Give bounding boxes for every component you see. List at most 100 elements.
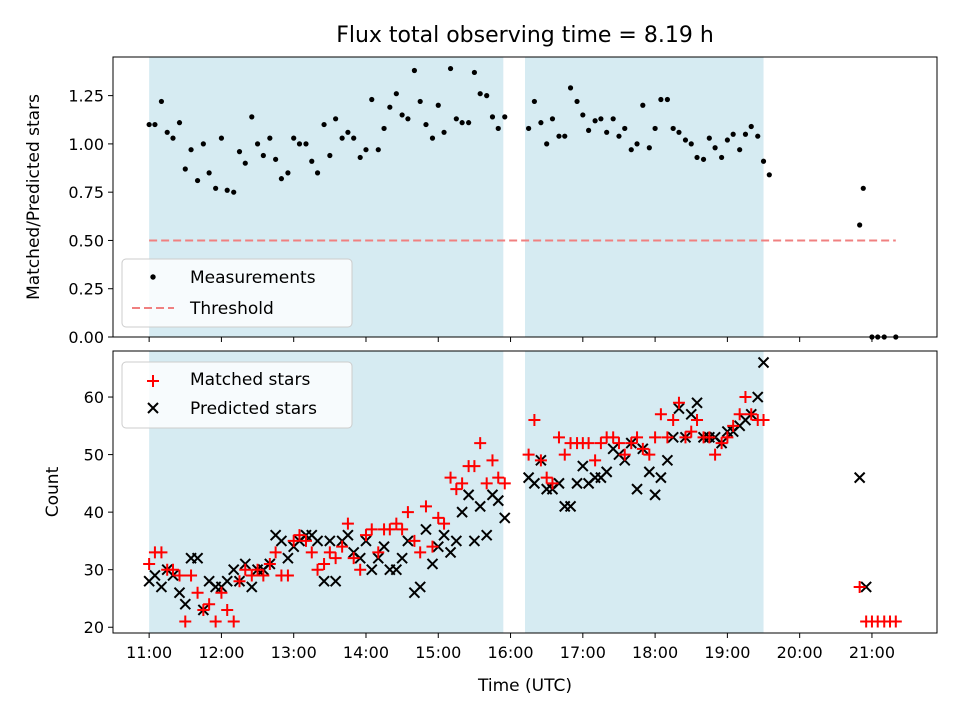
bottom-x-ticks: 11:00 12:00 13:00 14:00 15:00 16:00 17:00 18:00… (126, 633, 895, 662)
matched-star-point (257, 569, 270, 582)
predicted-star-point (450, 535, 463, 547)
measurement-point (670, 125, 676, 132)
predicted-star-point (414, 581, 426, 593)
measurement-point (640, 102, 646, 108)
predicted-star-point (275, 535, 288, 547)
measurement-point (580, 112, 586, 118)
measurement-point (369, 96, 375, 103)
x-tick-label: 12:00 (198, 643, 244, 662)
matched-star-point (438, 517, 451, 530)
measurement-point (309, 158, 315, 164)
matched-star-point (685, 425, 698, 438)
measurement-point (417, 98, 423, 105)
top-plot-frame (112, 56, 938, 338)
measurement-point (242, 160, 248, 166)
matched-star-point (390, 517, 403, 530)
predicted-star-point (149, 569, 161, 582)
bottom-panel: 20 30 40 50 60 11:00 12:00 13:00 14:00 15:00 16:0… (43, 350, 938, 696)
matched-star-point (589, 454, 602, 467)
predicted-star-point (396, 552, 408, 564)
x-tick-label: 13:00 (271, 643, 317, 662)
legend-predicted-label: Predicted stars (190, 399, 317, 419)
matched-star-point (372, 546, 385, 559)
measurement-point (303, 141, 309, 147)
top-y-tick-label: 0.25 (68, 280, 104, 299)
matched-star-point (155, 546, 168, 559)
predicted-star-point (390, 563, 403, 576)
top-y-axis-label: Matched/Predicted stars (24, 94, 44, 300)
measurement-point (213, 185, 219, 191)
predicted-star-point (282, 552, 294, 564)
measurement-point (477, 91, 483, 97)
chart-title: Flux total observing time = 8.19 h (336, 23, 714, 48)
measurement-point (249, 114, 255, 120)
predicted-star-point (752, 391, 764, 403)
measurement-point (610, 116, 616, 122)
measurement-point (634, 141, 640, 147)
predicted-star-point (571, 477, 583, 490)
predicted-star-point (685, 408, 697, 421)
matched-star-point (582, 437, 595, 450)
measurement-point (158, 98, 165, 105)
predicted-star-point (366, 563, 378, 576)
predicted-star-point (378, 540, 390, 553)
top-panel: 0.00 0.25 0.50 0.75 1.00 1.25 Flux total obse… (24, 23, 938, 347)
measurement-point (267, 135, 273, 141)
matched-star-point (281, 569, 294, 582)
predicted-star-point (480, 529, 493, 541)
matched-star-point (661, 431, 674, 444)
predicted-star-point (757, 356, 770, 369)
matched-star-point (432, 511, 445, 524)
measurement-point (766, 172, 772, 178)
measurement-point (399, 112, 405, 118)
matched-star-point (197, 603, 210, 616)
matched-star-point (721, 431, 734, 444)
x-tick-label: 14:00 (343, 643, 389, 662)
bottom-plot-frame (112, 350, 938, 634)
predicted-star-point (191, 552, 204, 564)
top-y-tick-label: 0.00 (68, 328, 104, 347)
measurement-point (200, 141, 206, 147)
measurement-point (628, 147, 634, 153)
matched-star-point (631, 431, 644, 444)
matched-star-point (359, 529, 372, 542)
x-tick-label: 19:00 (704, 643, 750, 662)
top-y-tick-label: 1.25 (68, 87, 104, 106)
matched-star-point (636, 442, 649, 455)
matched-star-point (401, 506, 414, 519)
matched-star-point (185, 569, 198, 582)
measurement-point (706, 135, 712, 141)
measurement-point (646, 145, 652, 151)
bottom-y-tick-label: 40 (84, 503, 104, 522)
matched-star-point (444, 471, 457, 484)
matched-star-point (143, 557, 156, 570)
predicted-star-point (444, 546, 457, 559)
matched-star-point (594, 437, 607, 450)
measurement-point (562, 133, 568, 139)
predicted-star-point (311, 535, 324, 547)
matched-star-point (727, 419, 740, 432)
matched-star-point (540, 471, 553, 484)
matched-star-point (419, 500, 432, 513)
matched-star-point (534, 454, 547, 467)
matched-star-point (456, 477, 469, 490)
measurement-point (857, 222, 863, 228)
measurement-point (194, 177, 201, 184)
matched-star-point (239, 563, 252, 576)
matched-star-point (679, 431, 692, 444)
bottom-y-tick-label: 30 (84, 561, 104, 580)
matched-star-point (166, 563, 179, 576)
x-tick-label: 16:00 (487, 643, 533, 662)
predicted-star-point (329, 575, 342, 587)
x-axis-label: Time (UTC) (477, 676, 572, 696)
top-y-tick-label: 0.50 (68, 231, 104, 250)
top-legend: Measurements Threshold (121, 258, 353, 328)
matched-star-point (299, 534, 312, 547)
predicted-star-point (179, 598, 191, 610)
measurement-point (586, 127, 592, 133)
matched-star-point (612, 437, 625, 450)
measurement-point (574, 98, 580, 105)
matched-star-point (667, 414, 680, 427)
predicted-star-point (631, 483, 643, 495)
predicted-star-point (246, 581, 258, 593)
